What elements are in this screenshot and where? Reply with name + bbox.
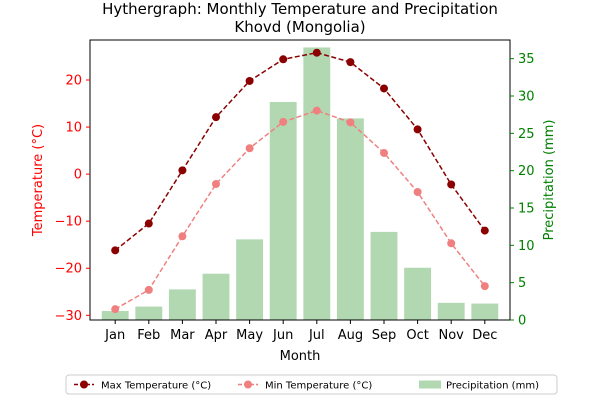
y-right-tick-label: 30 [518,90,535,105]
y-right-tick-label: 10 [518,239,535,254]
chart-title: Hythergraph: Monthly Temperature and Pre… [102,0,498,18]
x-tick-label: Feb [137,328,160,343]
y-left-tick-label: 0 [74,168,82,183]
min-temperature-line [114,109,486,310]
precipitation-bar [236,239,264,320]
min-temperature-point [279,117,288,126]
y-left-tick-label: 20 [65,74,82,89]
y-axis-left: −30 −20 −10 0 10 20 [55,74,90,324]
x-tick-label: May [236,328,263,343]
legend-label: Max Temperature (°C) [101,381,211,392]
max-temperature-point [380,84,388,93]
y-left-tick-label: 10 [65,121,82,136]
x-tick-label: Jul [308,328,325,343]
legend-marker-swatch [80,380,88,389]
x-tick-label: Jun [272,328,293,343]
legend-box [65,374,558,395]
precipitation-bar [404,267,432,320]
x-axis-label: Month [280,349,321,364]
min-temperature-point [447,239,456,248]
y-left-tick-label: −10 [55,215,82,230]
y-axis-right-label: Precipitation (mm) [542,120,557,241]
max-temperature-point [144,219,153,228]
x-tick-label: Nov [439,328,465,343]
max-temperature-point [178,166,187,175]
precipitation-bar [437,302,465,320]
precipitation-bar [168,289,196,320]
y-right-tick-label: 35 [518,52,535,67]
x-tick-label: Aug [338,328,363,343]
y-right-tick-label: 5 [518,276,526,291]
min-temperature-point [312,106,321,115]
legend-marker-swatch [244,380,252,389]
max-temperature-point [245,76,254,85]
max-temperature-point [111,246,120,255]
x-tick-label: Sep [372,328,397,343]
y-right-tick-label: 20 [518,164,535,179]
max-temperature-point [312,48,321,57]
min-temperature-point [413,188,422,196]
max-temperature-point [212,113,220,122]
min-temperature-point [480,282,489,291]
precipitation-bar [269,101,297,321]
max-temperature-point [480,226,489,235]
max-temperature-point [346,58,355,67]
precipitation-bars [101,47,499,321]
x-tick-label: Mar [170,328,195,343]
max-temperature-point [447,180,456,189]
y-left-tick-label: −30 [55,309,82,324]
min-temperature-point [346,118,355,127]
y-right-tick-label: 25 [518,127,535,142]
legend-label: Min Temperature (°C) [265,381,372,392]
x-tick-label: Apr [205,328,228,343]
min-temperature-point [111,305,120,314]
chart-subtitle: Khovd (Mongolia) [234,18,365,36]
precipitation-bar [370,231,398,320]
legend: Max Temperature (°C) Min Temperature (°C)… [65,374,558,395]
y-axis-right: 0 5 10 15 20 25 30 35 [510,52,535,329]
max-temperature-point [413,125,422,134]
max-temperature-point [279,55,288,64]
y-axis-left-label: Temperature (°C) [31,124,46,237]
min-temperature-point [178,232,187,241]
legend-label: Precipitation (mm) [446,381,539,392]
y-right-tick-label: 0 [518,314,526,329]
max-temperature-line [114,51,486,251]
y-left-tick-label: −20 [55,262,82,277]
x-axis: Jan Feb Mar Apr May Jun Jul Aug Sep Oct Nov Dec [104,320,497,343]
x-tick-label: Oct [406,328,428,343]
min-temperature-point [212,180,220,188]
temperature-lines [111,48,489,314]
precipitation-bar [135,306,163,320]
precipitation-bar [202,273,230,320]
legend-bar-swatch [419,380,441,389]
plot-frame [89,39,511,321]
min-temperature-point [144,285,153,294]
x-tick-label: Jan [104,328,125,343]
precipitation-bar [471,303,499,320]
min-temperature-point [380,148,388,157]
min-temperature-point [245,144,254,153]
precipitation-bar [336,118,364,321]
precipitation-bar [303,47,331,320]
precipitation-bar [101,311,129,320]
y-right-tick-label: 15 [518,202,535,217]
x-tick-label: Dec [472,328,497,343]
